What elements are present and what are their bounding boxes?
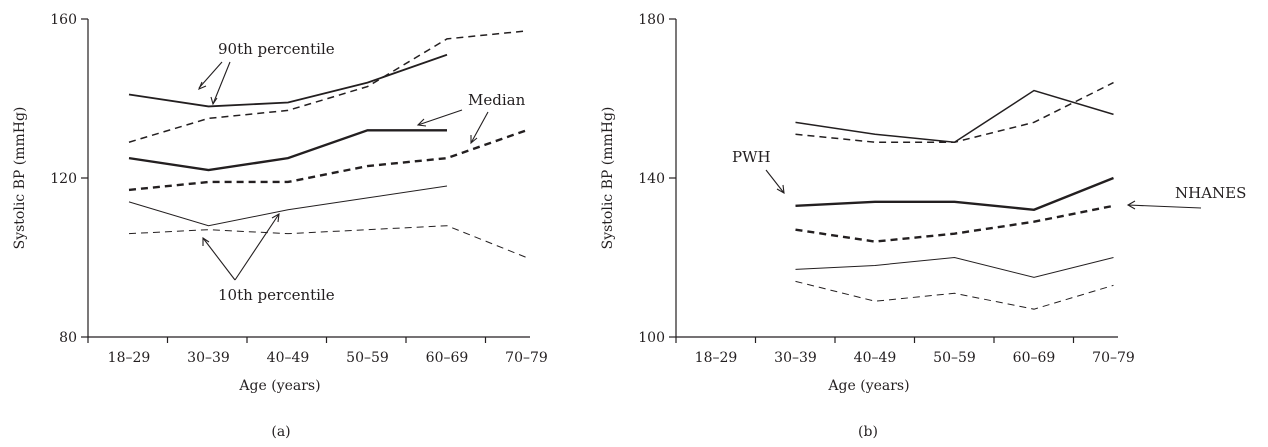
panel-b-series-line-4-dashed-bold: [795, 204, 1114, 243]
panel-a-series-line-4-dashed-bold: [128, 129, 527, 192]
annotation-nhanes: NHANES: [1175, 184, 1246, 202]
annotation-90th-arrow-2: [212, 61, 231, 105]
annotation-median-arrow-2: [470, 111, 489, 144]
annotation-10th-arrow-2: [234, 213, 280, 281]
panel-a-y-tick-label: 80: [59, 330, 77, 346]
annotation-10th-arrowhead-1: [202, 236, 210, 246]
panel-a-y-axis-title: Systolic BP (mmHg): [12, 107, 28, 250]
annotation-pwh-arrow: [765, 169, 785, 194]
panel-b-y-tick-label: 180: [638, 12, 665, 28]
panel-b-x-axis-title: Age (years): [827, 378, 909, 394]
panel-b-x-tick-label: 70–79: [1092, 350, 1135, 366]
annotation-pwh-arrowhead: [776, 184, 785, 195]
annotation-10th-percentile: 10th percentile: [218, 286, 335, 304]
panel-a-x-tick-label: 50–59: [346, 350, 389, 366]
panel-b-series: [795, 81, 1114, 310]
annotation-nhanes-arrow: [1127, 204, 1202, 209]
panel-b-y-tick-label: 140: [638, 171, 665, 187]
panel-b-series-line-3-solid-bold: [795, 176, 1114, 212]
panel-a-y-tick-label: 120: [50, 171, 77, 187]
annotation-10th-arrowhead-2: [271, 212, 280, 223]
panel-b-label: (b): [858, 424, 878, 440]
panel-b-x-tick-label: 60–69: [1013, 350, 1056, 366]
panel-b-y-axis-title: Systolic BP (mmHg): [600, 107, 616, 250]
panel-a-x-tick-label: 18–29: [108, 350, 151, 366]
annotation-median: Median: [468, 91, 526, 109]
panel-a-series: [128, 30, 527, 258]
panel-a-x-axis-title: Age (years): [238, 378, 320, 394]
panel-b-series-line-5-solid-thin: [795, 256, 1114, 278]
panel-a-series-line-3-solid-bold: [128, 129, 447, 172]
panel-a-x-tick-label: 40–49: [267, 350, 310, 366]
panel-a-x-tick-label: 30–39: [187, 350, 230, 366]
panel-b-series-line-1-solid-medium: [795, 89, 1114, 143]
panel-b-y-tick-label: 100: [638, 330, 665, 346]
panel-a: Systolic BP (mmHg) Age (years) (a) 80 120…: [12, 12, 548, 440]
annotation-pwh: PWH: [732, 148, 771, 166]
annotation-median-arrowhead-1: [416, 118, 427, 127]
panel-a-label: (a): [271, 424, 290, 440]
panel-a-x-tick-label: 70–79: [505, 350, 548, 366]
panel-a-axes: 80 120 160 18–29 30–39 40–49 50–59 60–69 70–79: [50, 12, 548, 366]
panel-a-y-tick-label: 160: [50, 12, 77, 28]
panel-a-series-line-5-solid-thin: [128, 185, 448, 227]
panel-a-series-line-2-dashed-medium: [128, 30, 527, 143]
annotation-90th-arrow-1: [198, 61, 223, 89]
panel-b-axes: 100 140 180 18–29 30–39 40–49 50–59 60–69 70–79: [638, 12, 1135, 366]
panel-b-x-tick-label: 30–39: [774, 350, 817, 366]
panel-a-series-line-1-solid-thick: [128, 53, 448, 108]
panel-b-x-tick-label: 40–49: [854, 350, 897, 366]
annotation-90th-arrowhead-1: [197, 81, 207, 91]
panel-b-series-line-2-dashed-medium: [795, 81, 1114, 143]
panel-b-series-line-6-dashed-thin: [795, 280, 1114, 310]
panel-b: Systolic BP (mmHg) Age (years) (b) 100 14…: [600, 12, 1246, 440]
annotation-10th-arrow-1: [202, 237, 236, 281]
panel-a-x-tick-label: 60–69: [426, 350, 469, 366]
panel-b-x-tick-label: 18–29: [695, 350, 738, 366]
annotation-90th-arrowhead-2: [210, 96, 218, 106]
panel-b-x-tick-label: 50–59: [933, 350, 976, 366]
annotation-90th-percentile: 90th percentile: [218, 40, 335, 58]
annotation-median-arrow-1: [417, 109, 463, 126]
annotation-median-arrowhead-2: [470, 135, 478, 145]
annotation-nhanes-arrowhead: [1126, 200, 1136, 210]
panel-a-series-line-6-dashed-thin: [128, 225, 527, 258]
